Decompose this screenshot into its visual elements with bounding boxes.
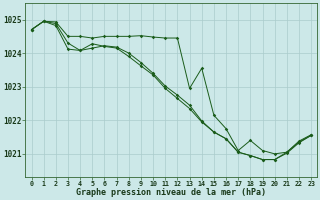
X-axis label: Graphe pression niveau de la mer (hPa): Graphe pression niveau de la mer (hPa) xyxy=(76,188,266,197)
